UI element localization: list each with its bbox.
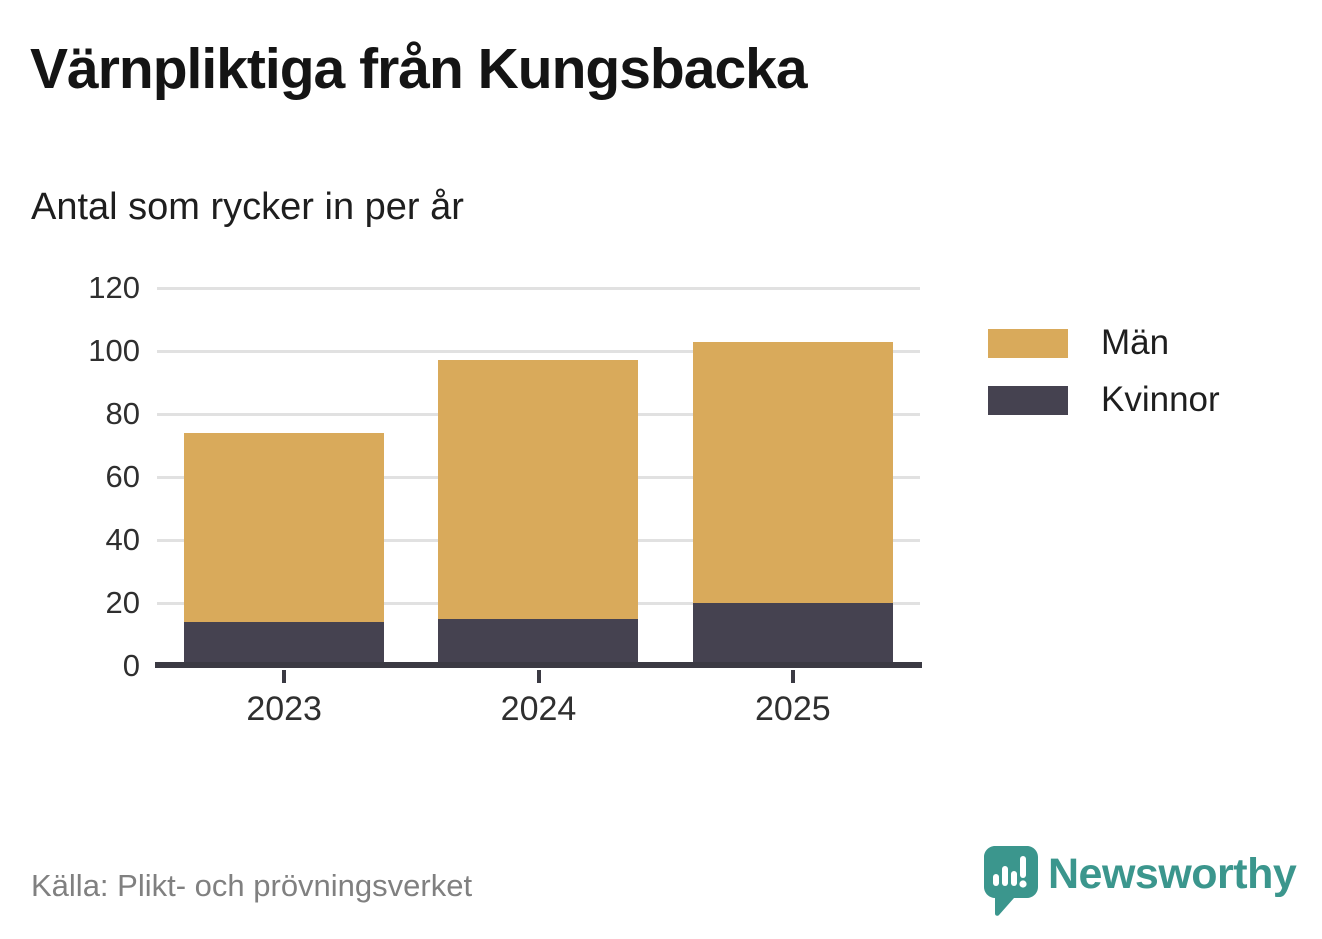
y-tick-label-20: 20 [105, 585, 140, 620]
legend-item-kvinnor: Kvinnor [988, 380, 1220, 419]
x-axis-line [155, 662, 922, 668]
bar-segment-2024-män [438, 360, 639, 619]
bar-segment-2023-män [184, 432, 385, 622]
legend-swatch-kvinnor [988, 385, 1068, 415]
x-tick-label-2023: 2023 [246, 690, 322, 728]
y-tick-label-100: 100 [88, 333, 140, 368]
legend-label-män: Män [1101, 323, 1170, 362]
y-tick-label-120: 120 [88, 270, 140, 305]
legend-swatch-män [988, 328, 1068, 358]
x-tick-label-2025: 2025 [755, 690, 831, 728]
bar-segment-2024-kvinnor [438, 618, 639, 666]
newsworthy-speech-bubble-bar-chart-icon [984, 846, 1038, 916]
stacked-bar-2024 [438, 360, 639, 666]
bar-segment-2025-män [692, 341, 893, 603]
gridline-100 [157, 349, 920, 353]
legend-item-män: Män [988, 323, 1220, 362]
bar-slot-2023 [157, 288, 411, 666]
x-tick-2023 [282, 670, 287, 683]
bar-slot-2025 [666, 288, 920, 666]
stacked-bar-2025 [692, 341, 893, 666]
gridline-120 [157, 286, 920, 290]
x-tick-2024 [536, 670, 541, 683]
x-tick-2025 [790, 670, 795, 683]
stacked-bar-2023 [184, 432, 385, 666]
y-tick-label-60: 60 [105, 459, 140, 494]
y-tick-label-0: 0 [122, 648, 140, 683]
chart-title: Värnpliktiga från Kungsbacka [30, 37, 808, 101]
source-caption: Källa: Plikt- och prövningsverket [31, 868, 473, 903]
legend: Män Kvinnor [988, 323, 1220, 442]
chart-plot-area: 2023 2024 2025 [155, 286, 922, 728]
brand-name: Newsworthy [1048, 850, 1297, 898]
y-tick-label-40: 40 [105, 522, 140, 557]
brand-logo: Newsworthy [984, 846, 1297, 922]
bar-segment-2023-kvinnor [184, 621, 385, 666]
y-tick-label-80: 80 [105, 396, 140, 431]
bar-slot-2024 [411, 288, 665, 666]
legend-label-kvinnor: Kvinnor [1101, 380, 1220, 419]
x-tick-label-2024: 2024 [500, 690, 577, 728]
bar-segment-2025-kvinnor [692, 603, 893, 666]
chart-subtitle: Antal som rycker in per år [31, 186, 464, 228]
